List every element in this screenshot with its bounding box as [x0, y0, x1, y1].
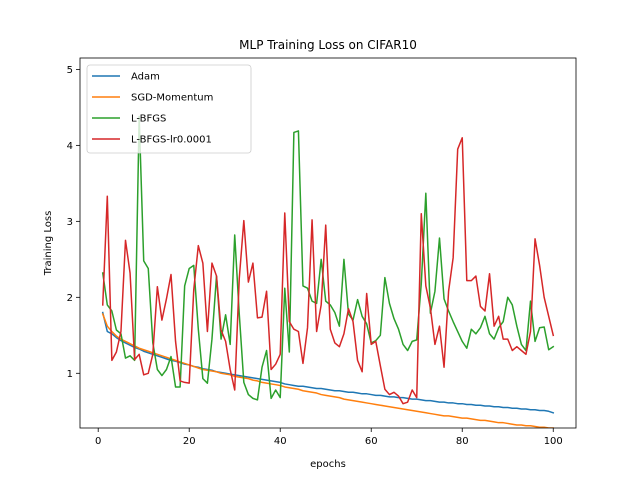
x-tick-label: 60: [365, 436, 378, 447]
legend: Adam SGD-Momentum L-BFGS L-BFGS-lr0.0001: [86, 64, 252, 154]
x-axis: 0 20 40 60 80 100: [95, 428, 563, 447]
x-axis-label: epochs: [310, 459, 346, 470]
legend-label-l-bfgs-lr0-0001: L-BFGS-lr0.0001: [131, 135, 212, 146]
plot-frame: [79, 57, 577, 429]
x-tick-label: 100: [544, 436, 563, 447]
y-tick-label: 5: [67, 65, 73, 76]
series-line-l-bfgs-lr0-0001: [101, 137, 555, 405]
legend-label-sgd-momentum: SGD-Momentum: [131, 93, 213, 104]
x-tick-label: 0: [95, 436, 101, 447]
y-axis: 1 2 3 4 5: [67, 65, 80, 380]
legend-label-l-bfgs: L-BFGS: [131, 114, 166, 125]
legend-box: [86, 64, 252, 154]
series-line-l-bfgs: [101, 115, 555, 401]
chart-title: MLP Training Loss on CIFAR10: [239, 38, 417, 52]
y-tick-label: 3: [67, 217, 73, 228]
y-axis-label: Training Loss: [43, 211, 54, 277]
y-tick-label: 1: [67, 369, 73, 380]
x-tick-label: 80: [456, 436, 469, 447]
legend-label-adam: Adam: [131, 72, 160, 83]
y-tick-label: 4: [67, 141, 73, 152]
y-tick-label: 2: [67, 293, 73, 304]
x-tick-label: 20: [183, 436, 196, 447]
x-tick-label: 40: [274, 436, 287, 447]
series-layer: [101, 115, 555, 428]
